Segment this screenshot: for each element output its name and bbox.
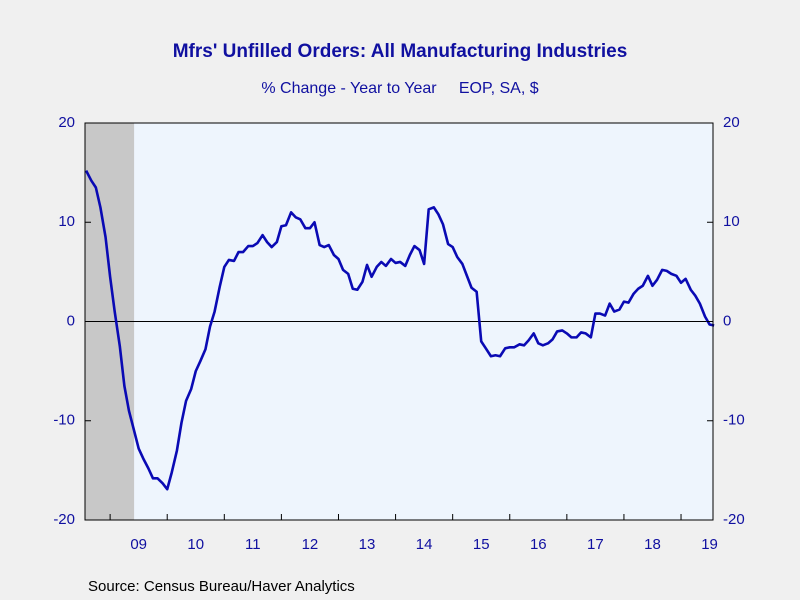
x-tick-label: 18 [644, 536, 661, 553]
x-tick-label: 17 [587, 536, 604, 553]
plot-layer [84, 123, 715, 520]
y-tick-label: -10 [53, 412, 75, 429]
x-tick-label: 19 [701, 536, 718, 553]
y-tick-label: 0 [67, 312, 75, 329]
x-tick-label: 10 [187, 536, 204, 553]
y2-tick-label: -20 [723, 511, 745, 528]
x-tick-label: 11 [245, 536, 261, 553]
y2-tick-label: 0 [723, 312, 731, 329]
source-note: Source: Census Bureau/Haver Analytics [88, 578, 355, 595]
x-tick-label: 16 [530, 536, 547, 553]
chart-subtitle: % Change - Year to Year EOP, SA, $ [261, 80, 538, 97]
y2-tick-label: -10 [723, 412, 745, 429]
y-tick-label: 20 [58, 114, 75, 131]
y-tick-label: 10 [58, 213, 75, 230]
y-tick-label: -20 [53, 511, 75, 528]
x-tick-label: 13 [359, 536, 376, 553]
y2-tick-label: 10 [723, 213, 740, 230]
x-tick-label: 09 [130, 536, 147, 553]
x-tick-label: 15 [473, 536, 490, 553]
y2-tick-label: 20 [723, 114, 740, 131]
x-tick-label: 14 [416, 536, 433, 553]
chart-title: Mfrs' Unfilled Orders: All Manufacturing… [173, 41, 628, 62]
x-tick-label: 12 [302, 536, 319, 553]
data-line [84, 170, 715, 491]
